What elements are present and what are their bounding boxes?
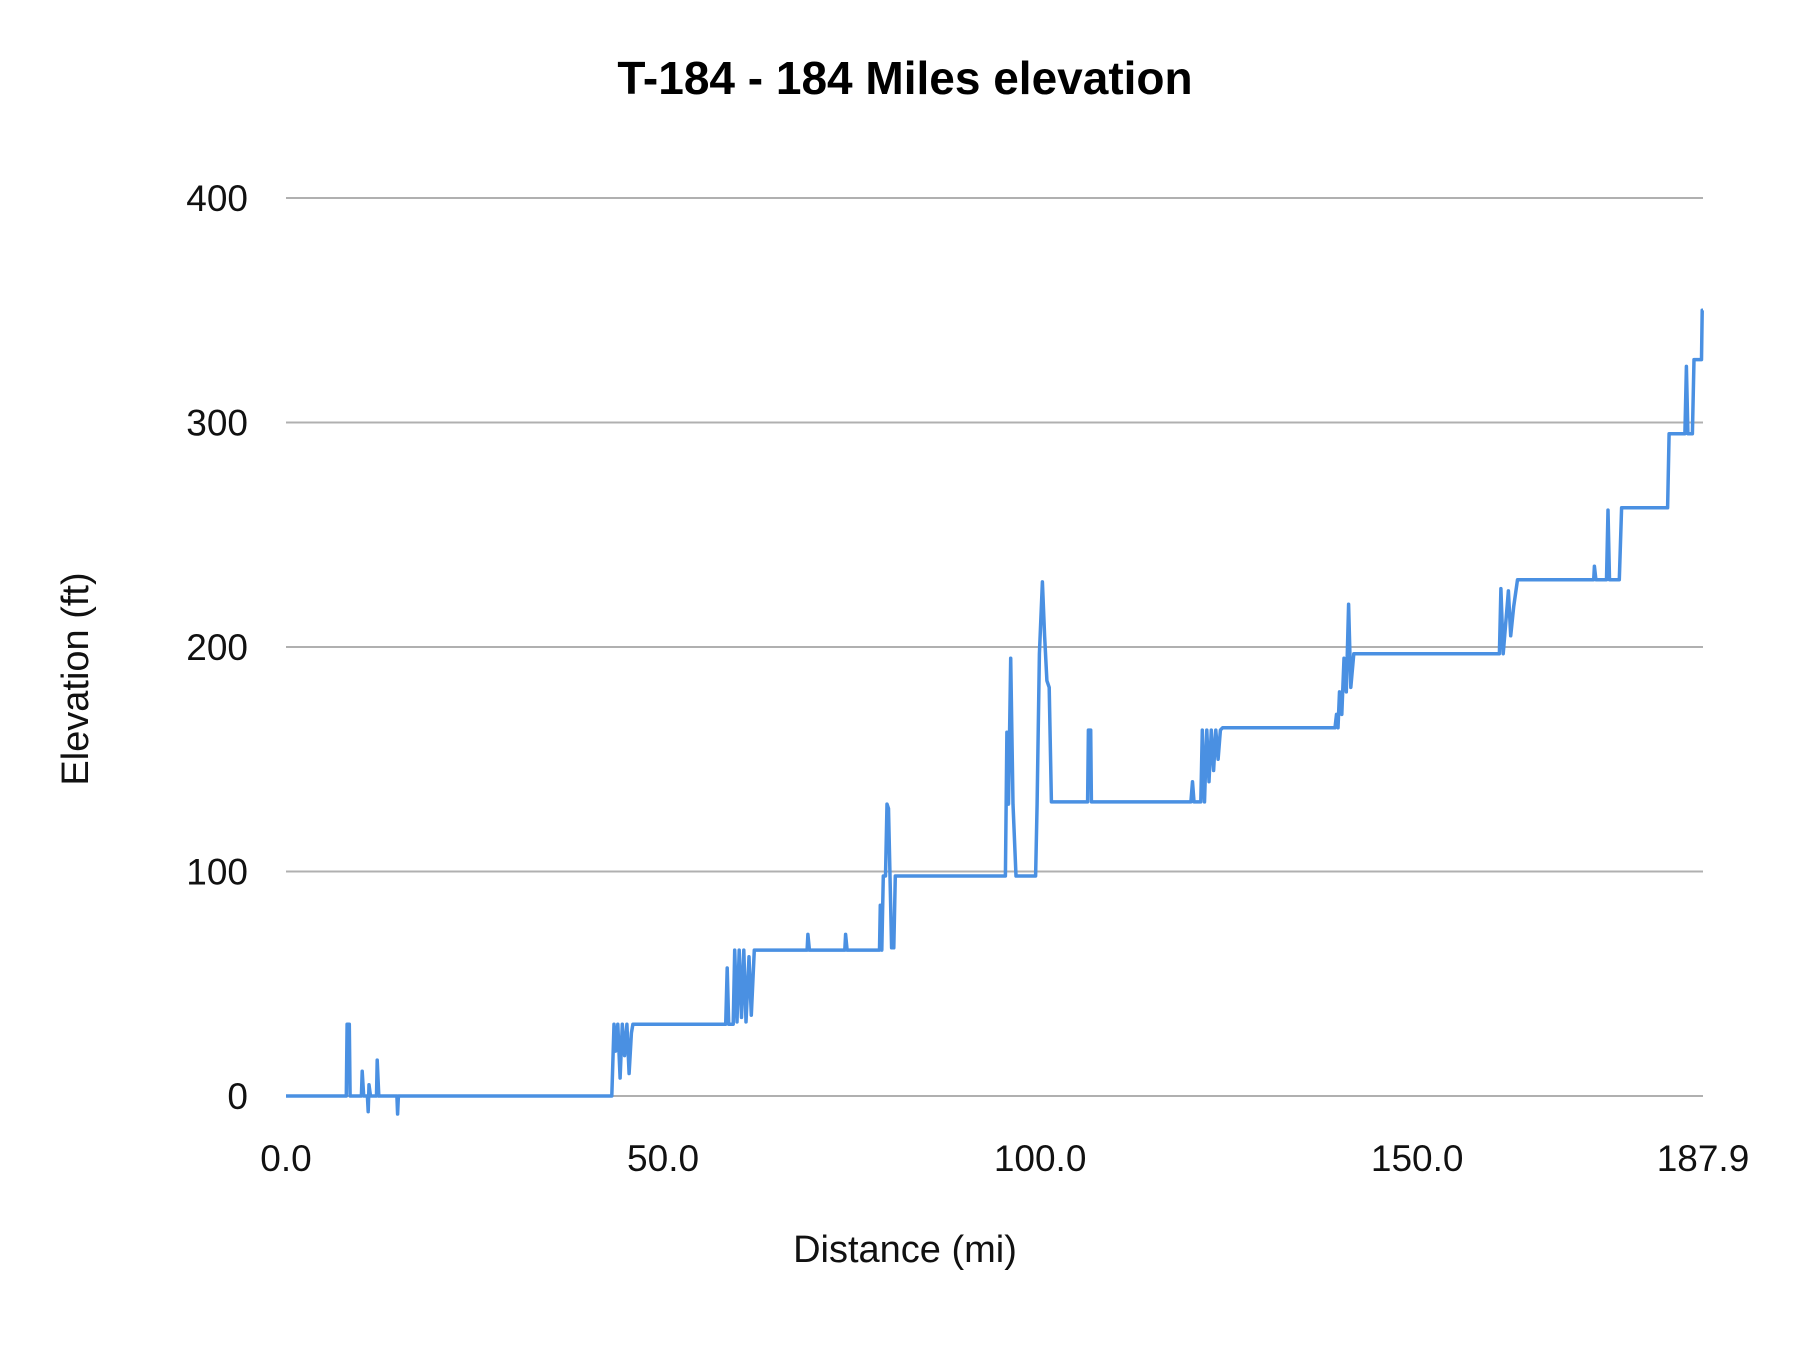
y-tick-label: 200 [186, 627, 248, 668]
x-tick-label: 0.0 [260, 1138, 311, 1179]
y-axis-ticks: 0 100 200 300 400 [186, 178, 248, 1117]
x-axis-ticks: 0.0 50.0 100.0 150.0 187.9 [260, 1138, 1749, 1179]
chart-title: T-184 - 184 Miles elevation [617, 52, 1192, 104]
elevation-line [286, 308, 1704, 1116]
y-tick-label: 300 [186, 403, 248, 444]
x-tick-label: 187.9 [1657, 1138, 1750, 1179]
gridlines [286, 197, 1703, 1097]
y-axis-label: Elevation (ft) [55, 572, 97, 785]
y-tick-label: 100 [186, 852, 248, 893]
x-tick-label: 50.0 [627, 1138, 699, 1179]
x-tick-label: 150.0 [1371, 1138, 1464, 1179]
x-axis-label: Distance (mi) [793, 1229, 1017, 1271]
x-tick-label: 100.0 [994, 1138, 1087, 1179]
y-tick-label: 400 [186, 178, 248, 219]
y-tick-label: 0 [227, 1076, 248, 1117]
